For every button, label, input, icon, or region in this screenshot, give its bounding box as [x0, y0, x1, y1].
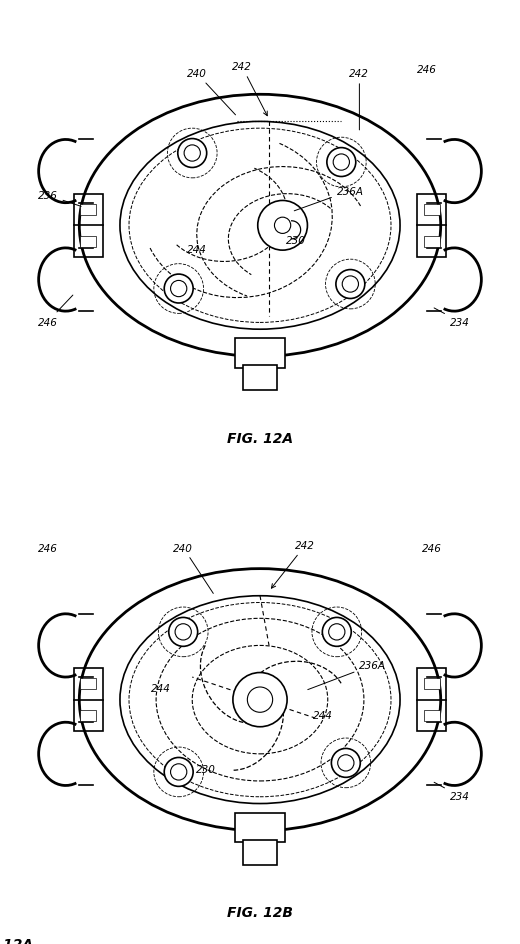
Text: 244: 244 [314, 710, 333, 720]
Circle shape [258, 201, 307, 251]
Circle shape [327, 148, 356, 177]
Circle shape [184, 145, 200, 162]
Bar [74, 668, 103, 732]
Bar [417, 194, 446, 258]
Bar [80, 205, 96, 216]
Circle shape [337, 755, 354, 771]
Bar [80, 679, 96, 690]
Text: 234: 234 [434, 309, 470, 328]
Text: 246: 246 [38, 295, 73, 328]
FancyBboxPatch shape [243, 840, 277, 865]
Circle shape [169, 617, 198, 647]
Circle shape [164, 275, 193, 304]
Text: FIG. 12A: FIG. 12A [0, 937, 34, 944]
Bar [424, 236, 440, 247]
Circle shape [178, 140, 206, 168]
Text: 236A: 236A [294, 187, 364, 211]
Circle shape [248, 687, 272, 713]
Text: 230: 230 [286, 236, 306, 246]
Bar [424, 205, 440, 216]
Circle shape [329, 624, 345, 640]
Bar [417, 668, 446, 732]
Circle shape [175, 624, 191, 640]
Text: FIG. 12A: FIG. 12A [227, 431, 293, 446]
Text: 240: 240 [187, 69, 236, 116]
Text: 230: 230 [196, 764, 216, 774]
Text: 246: 246 [422, 543, 441, 553]
Circle shape [275, 218, 291, 234]
Bar [74, 194, 103, 258]
Circle shape [322, 617, 351, 647]
Circle shape [233, 673, 287, 727]
Circle shape [171, 281, 187, 297]
Text: 242: 242 [232, 62, 267, 116]
Text: 236: 236 [38, 191, 81, 207]
Text: 234: 234 [434, 783, 470, 801]
Circle shape [171, 764, 187, 781]
FancyBboxPatch shape [235, 813, 285, 842]
Text: 242: 242 [349, 69, 369, 131]
FancyBboxPatch shape [235, 339, 285, 368]
Bar [424, 679, 440, 690]
Text: 244: 244 [187, 245, 206, 255]
Circle shape [342, 277, 358, 293]
Text: 242: 242 [271, 541, 315, 588]
Circle shape [164, 758, 193, 786]
Bar [424, 710, 440, 721]
Text: 240: 240 [173, 543, 213, 594]
Bar [80, 710, 96, 721]
Circle shape [333, 155, 349, 171]
Text: 236A: 236A [308, 660, 386, 690]
Circle shape [331, 749, 360, 778]
FancyBboxPatch shape [243, 366, 277, 391]
Text: 244: 244 [151, 683, 171, 693]
Bar [80, 236, 96, 247]
Text: FIG. 12B: FIG. 12B [227, 905, 293, 919]
Text: 246: 246 [38, 543, 58, 553]
Circle shape [336, 270, 365, 299]
Text: 246: 246 [417, 64, 437, 75]
